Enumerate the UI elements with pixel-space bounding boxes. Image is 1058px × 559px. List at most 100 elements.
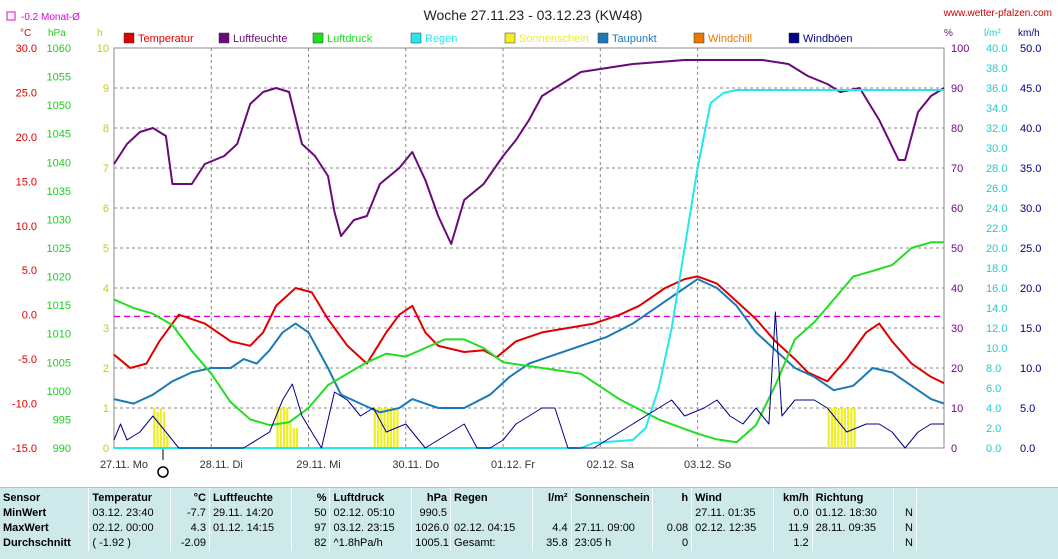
tick-label: 10 — [97, 43, 109, 55]
stats-row-min: MinWert 03.12. 23:40 -7.7 29.11. 14:20 5… — [0, 506, 917, 521]
pressure-unit: hPa — [48, 28, 66, 39]
stats-header: Luftdruck — [329, 488, 413, 506]
tick-label: -10.0 — [12, 399, 37, 411]
tick-label: 2.0 — [986, 423, 1001, 435]
legend-swatch — [410, 32, 422, 44]
tick-label: 80 — [951, 123, 963, 135]
tick-label: 6 — [103, 203, 109, 215]
stats-header: Sensor — [0, 488, 90, 506]
tick-label: 24.0 — [986, 203, 1007, 215]
sunshine-bar — [850, 408, 853, 448]
tick-label: 0.0 — [986, 443, 1001, 455]
stats-cell: 0 — [652, 536, 693, 551]
avg-legend-label: -0.2 Monat-Ø — [21, 12, 80, 23]
avg-legend: -0.2 Monat-Ø — [6, 11, 80, 23]
tick-label: 26.0 — [986, 183, 1007, 195]
stats-cell: 02.12. 12:35 — [691, 521, 774, 536]
tick-label: 50 — [951, 243, 963, 255]
stats-cell: Durchschnitt — [0, 536, 90, 551]
stats-header: Wind — [691, 488, 774, 506]
stats-cell: 02.12. 04:15 — [450, 521, 533, 536]
avg-legend-box — [6, 11, 16, 21]
stats-cell: 11.9 — [773, 521, 813, 536]
sunshine-bar — [282, 408, 286, 448]
stats-cell: 02.12. 05:10 — [329, 506, 413, 521]
legend-swatch — [312, 32, 324, 44]
tick-label: 60 — [951, 203, 963, 215]
sunshine-bar — [396, 408, 399, 448]
tick-label: 1005 — [47, 357, 71, 369]
x-tick-label: 28.11. Di — [200, 459, 243, 471]
tick-label: 12.0 — [986, 323, 1007, 335]
tick-label: 30 — [951, 323, 963, 335]
tick-label: 1060 — [47, 43, 71, 55]
stats-table: Sensor Temperatur °C Luftfeuchte % Luftd… — [0, 487, 1058, 559]
stats-row-max: MaxWert 02.12. 00:00 4.3 01.12. 14:15 97… — [0, 521, 917, 536]
legend-label: Taupunkt — [612, 33, 657, 45]
tick-label: 40.0 — [1020, 123, 1041, 135]
stats-header: Sonnenschein — [571, 488, 654, 506]
tick-label: 10 — [951, 403, 963, 415]
tick-label: 0.0 — [22, 310, 37, 322]
tick-label: 20 — [951, 363, 963, 375]
legend: Temperatur Luftfeuchte Luftdruck Regen Sonne… — [123, 32, 853, 45]
tick-label: 35.0 — [1020, 163, 1041, 175]
tick-label: 9 — [103, 83, 109, 95]
tick-label: 8 — [103, 123, 109, 135]
tick-label: 4.0 — [986, 403, 1001, 415]
source-link[interactable]: www.wetter-pfalzen.com — [943, 8, 1052, 19]
sunshine-bar — [389, 408, 393, 448]
stats-header: Richtung — [812, 488, 895, 506]
tick-label: 8.0 — [986, 363, 1001, 375]
stats-cell: 4.3 — [170, 521, 210, 536]
tick-label: 0.0 — [1020, 443, 1035, 455]
sunshine-bar — [834, 408, 837, 448]
tick-label: 40 — [951, 283, 963, 295]
today-marker — [157, 449, 169, 478]
weather-chart: Woche 27.11.23 - 03.12.23 (KW48) www.wet… — [6, 7, 1052, 478]
tick-label: 1010 — [47, 329, 71, 341]
tick-label: 1020 — [47, 272, 71, 284]
series-windböen-line — [113, 311, 944, 449]
stats-cell: 50 — [291, 506, 331, 521]
tick-label: 30.0 — [986, 143, 1007, 155]
stats-cell: 1026.0 — [411, 521, 452, 536]
stats-cell: 1005.1 — [411, 536, 452, 551]
stats-cell: -2.09 — [170, 536, 210, 551]
tick-label: 30.0 — [1020, 203, 1041, 215]
tick-label: 34.0 — [986, 103, 1007, 115]
legend-swatch — [693, 32, 705, 44]
tick-label: 15.0 — [16, 176, 37, 188]
sun-unit: h — [97, 28, 103, 39]
wind-unit: km/h — [1018, 28, 1040, 39]
legend-label: Sonnenschein — [519, 33, 589, 45]
stats-cell: 0.08 — [652, 521, 693, 536]
sunshine-bar — [286, 408, 289, 448]
tick-label: 15.0 — [1020, 323, 1041, 335]
tick-label: 18.0 — [986, 263, 1007, 275]
tick-label: 0 — [103, 443, 109, 455]
legend-swatch — [504, 32, 516, 44]
stats-cell: MaxWert — [0, 521, 90, 536]
tick-label: 1030 — [47, 214, 71, 226]
tick-label: -15.0 — [12, 443, 37, 455]
legend-swatch — [788, 32, 800, 44]
legend-label: Luftdruck — [327, 33, 373, 45]
sunshine-bar — [295, 428, 299, 448]
sunshine-bar — [289, 424, 292, 448]
stats-cell: -7.7 — [170, 506, 210, 521]
tick-label: 70 — [951, 163, 963, 175]
sunshine-bar — [276, 408, 279, 448]
tick-label: 28.0 — [986, 163, 1007, 175]
sunshine-bar — [830, 408, 834, 448]
tick-label: 1025 — [47, 243, 71, 255]
sunshine-bar — [837, 408, 840, 448]
tick-label: 22.0 — [986, 223, 1007, 235]
stats-header: Luftfeuchte — [209, 488, 292, 506]
x-tick-label: 02.12. Sa — [587, 459, 635, 471]
series-temperatur-line — [113, 275, 945, 385]
sunshine-bar — [159, 408, 162, 448]
stats-cell: 03.12. 23:15 — [329, 521, 413, 536]
legend-swatch — [123, 32, 135, 44]
stats-header: l/m² — [532, 488, 572, 506]
